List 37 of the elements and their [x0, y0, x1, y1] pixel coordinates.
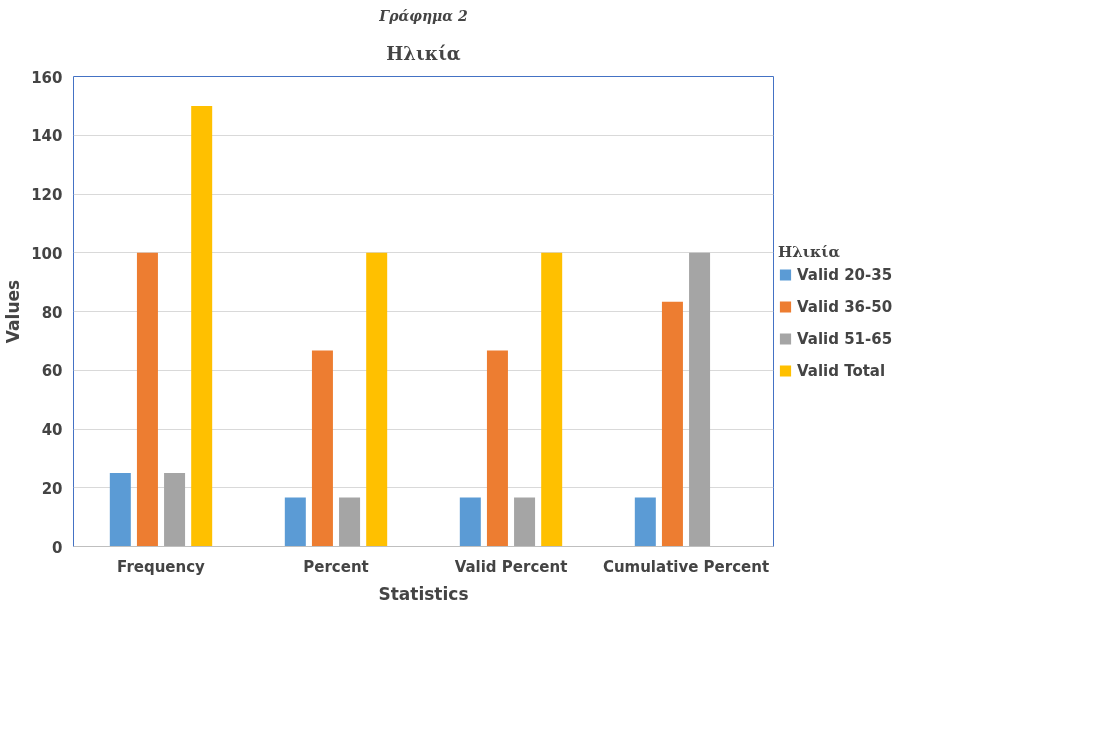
y-tick-label: 80 — [41, 303, 63, 322]
y-tick-label: 100 — [31, 244, 63, 263]
legend-label: Valid 20-35 — [797, 265, 893, 284]
bar — [284, 497, 306, 547]
legend-label: Valid Total — [797, 361, 886, 380]
y-tick-label: 0 — [52, 538, 63, 557]
y-axis-title: Values — [3, 279, 24, 344]
y-tick-label: 160 — [31, 68, 63, 87]
x-tick-label: Frequency — [117, 557, 206, 576]
bar — [109, 473, 131, 547]
bar — [191, 105, 213, 547]
text: Γράφημα 2 — [378, 7, 469, 24]
y-tick-label: 140 — [31, 127, 63, 146]
bar — [339, 497, 361, 547]
x-axis-title: Statistics — [378, 583, 469, 604]
chart-title: Ηλικία — [386, 43, 461, 64]
bar — [136, 252, 158, 547]
y-tick-label: 40 — [41, 421, 63, 439]
y-tick-label: 20 — [41, 479, 63, 498]
bar — [311, 350, 333, 547]
legend-title: Ηλικία — [778, 242, 841, 261]
x-tick-label: Cumulative Percent — [602, 557, 770, 576]
legend-label: Valid 51-65 — [797, 329, 893, 348]
bar — [366, 252, 388, 547]
bar — [689, 252, 711, 547]
y-tick-label: 60 — [41, 362, 63, 381]
bar — [541, 252, 563, 547]
y-tick-label: 120 — [31, 186, 63, 204]
x-tick-label: Valid Percent — [454, 557, 568, 576]
bar — [514, 497, 536, 547]
bar — [486, 350, 508, 547]
bar — [634, 497, 656, 547]
bar — [164, 473, 186, 547]
x-tick-label: Percent — [303, 557, 369, 576]
bar — [459, 497, 481, 547]
legend-label: Valid 36-50 — [797, 297, 893, 316]
bar — [661, 301, 683, 547]
